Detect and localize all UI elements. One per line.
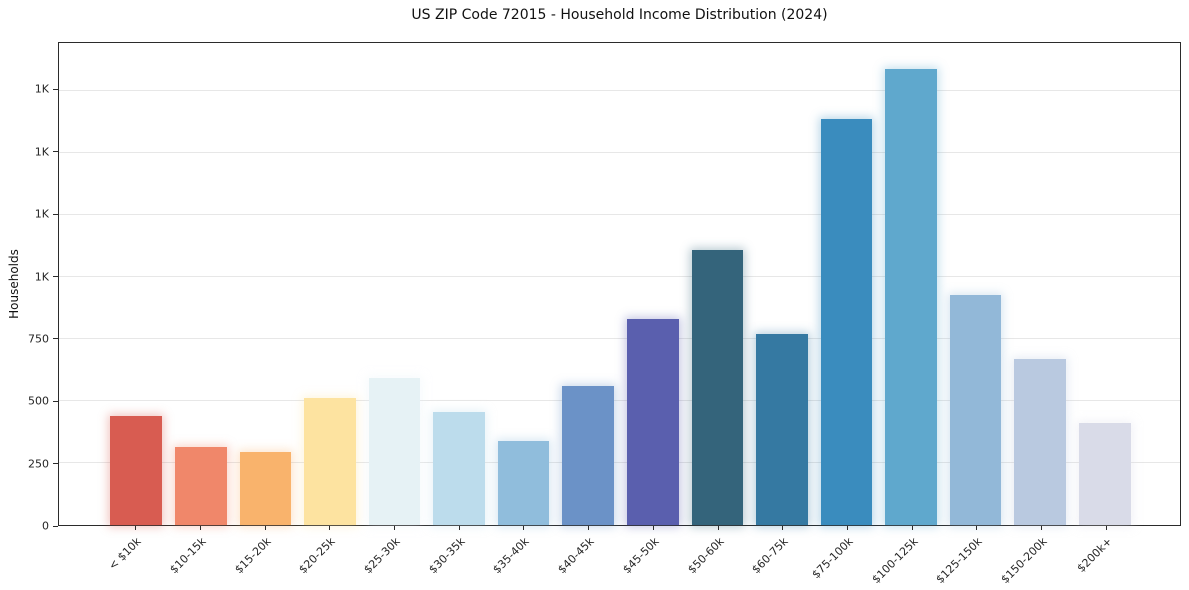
gridline: [59, 213, 1180, 215]
x-tick-mark: [264, 526, 266, 530]
y-tick-label: 1K: [34, 270, 49, 283]
x-tick-mark: [1105, 526, 1107, 530]
x-tick-mark: [782, 526, 784, 530]
bar-10k: [110, 415, 163, 525]
y-tick-label: 1K: [34, 145, 49, 159]
y-tick-label: 250: [28, 457, 49, 471]
gridline: [59, 151, 1180, 153]
y-tick-mark: [53, 463, 58, 465]
bar-slot: [814, 43, 879, 525]
y-tick-mark: [53, 88, 58, 90]
bar-35-40k: [497, 440, 550, 525]
x-slot: $100-125k: [869, 526, 944, 590]
bar-slot: [621, 43, 686, 525]
bar-slot: [362, 43, 427, 525]
bar-10-15k: [175, 446, 227, 525]
x-tick-mark: [652, 526, 654, 530]
bar-slot: [169, 43, 234, 525]
bar-slot: [491, 43, 556, 525]
bar-100-125k: [885, 69, 937, 525]
x-slot: $15-20k: [232, 526, 297, 590]
y-tick-mark: [53, 400, 58, 402]
x-tick-mark: [846, 526, 848, 530]
x-axis: < $10k $10-15k $15-20k $20-25k $25-30k $30-35…: [103, 526, 1138, 590]
x-tick-mark: [329, 526, 331, 530]
gridline: [59, 338, 1180, 340]
y-tick-mark: [53, 525, 58, 527]
bar-15-20k: [239, 451, 292, 525]
x-slot: $50-60k: [685, 526, 750, 590]
y-tick-label: 500: [28, 394, 49, 408]
bar-75-100k: [820, 118, 873, 525]
bar-20-25k: [304, 398, 356, 525]
x-tick-mark: [135, 526, 137, 530]
gridline: [59, 462, 1180, 464]
x-tick-mark: [588, 526, 590, 530]
bar-slot: [104, 43, 169, 525]
bar-slot: [1008, 43, 1073, 525]
bar-slot: [943, 43, 1008, 525]
x-slot: $150-200k: [998, 526, 1074, 590]
x-slot: $40-45k: [555, 526, 621, 590]
y-tick-mark: [53, 213, 58, 215]
x-slot: $60-75k: [750, 526, 815, 590]
x-slot: < $10k: [103, 526, 168, 590]
bar-slot: [556, 43, 621, 525]
y-tick-label: 1K: [34, 82, 49, 96]
x-slot: $25-30k: [361, 526, 427, 590]
bar-slot: [750, 43, 815, 525]
bar-slot: [685, 43, 750, 525]
x-tick-mark: [523, 526, 525, 530]
y-tick-label: 0: [42, 519, 49, 533]
y-axis: 0 250 500 750 1K 1K 1K 1K: [0, 42, 58, 533]
gridline: [59, 400, 1180, 402]
bar-150-200k: [1014, 358, 1066, 525]
x-slot: $75-100k: [809, 526, 880, 590]
bar-60-75k: [756, 333, 808, 525]
bar-45-50k: [626, 318, 679, 525]
bar-50-60k: [691, 250, 744, 525]
bar-30-35k: [433, 411, 485, 525]
plot-area: [58, 42, 1181, 526]
x-tick-mark: [200, 526, 202, 530]
y-tick-mark: [53, 338, 58, 340]
chart-title: US ZIP Code 72015 - Household Income Dis…: [411, 7, 828, 23]
x-slot: $45-50k: [620, 526, 686, 590]
y-tick-mark: [53, 276, 58, 277]
x-tick-label: < $10k: [106, 534, 144, 573]
y-tick-mark: [53, 151, 58, 153]
bar-125-150k: [949, 295, 1002, 525]
bar-slot: [1072, 43, 1137, 525]
bar-slot: [298, 43, 363, 525]
bar-slot: [879, 43, 944, 525]
x-tick-mark: [394, 526, 396, 530]
x-slot: $20-25k: [297, 526, 362, 590]
y-tick-label: 750: [28, 332, 49, 346]
gridline: [59, 89, 1180, 91]
x-tick-mark: [1040, 526, 1042, 530]
bar-40-45k: [562, 385, 615, 525]
x-tick-mark: [458, 526, 460, 530]
x-slot: $30-35k: [426, 526, 491, 590]
bars-row: [104, 43, 1137, 525]
x-tick-mark: [976, 526, 978, 530]
bar-25-30k: [368, 378, 421, 525]
gridline: [59, 276, 1180, 278]
x-slot: $125-150k: [934, 526, 1009, 590]
x-slot: $200k+: [1073, 526, 1138, 590]
x-tick-mark: [717, 526, 719, 530]
x-slot: $10-15k: [167, 526, 233, 590]
x-tick-mark: [911, 526, 913, 530]
bar-200k: [1078, 423, 1131, 525]
y-tick-label: 1K: [34, 207, 49, 221]
bar-slot: [427, 43, 492, 525]
bar-slot: [233, 43, 298, 525]
x-slot: $35-40k: [491, 526, 556, 590]
